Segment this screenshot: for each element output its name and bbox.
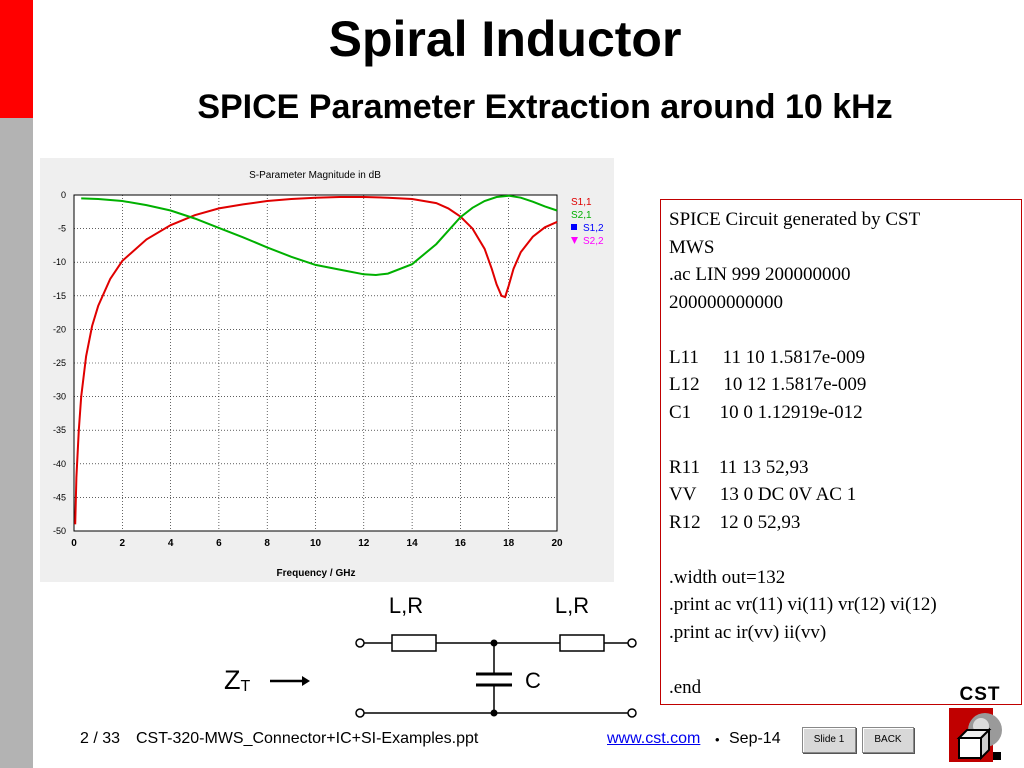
arrow-icon [270, 676, 310, 686]
legend-marker-triangle [571, 237, 578, 244]
spice-line [669, 536, 1013, 564]
back-button[interactable]: BACK [862, 727, 914, 753]
label-capacitor: C [525, 668, 541, 693]
legend-entry: S1,1 [571, 197, 592, 208]
side-bar-gray [0, 118, 33, 768]
spice-line: .end [669, 676, 702, 698]
spice-line: .print ac ir(vv) ii(vv) [669, 621, 827, 643]
y-tick-label: -50 [53, 526, 66, 536]
label-lr-right: L,R [555, 593, 589, 618]
port-terminal-top-left [355, 638, 365, 648]
footer-bullet: • [715, 732, 720, 747]
chart-title: S-Parameter Magnitude in dB [249, 170, 381, 181]
x-tick-label: 4 [168, 538, 174, 549]
spice-line: L11 11 10 1.5817e-009 [669, 346, 865, 368]
lr-element-left [391, 634, 437, 652]
spice-line: MWS [669, 236, 715, 258]
y-tick-label: 0 [61, 190, 66, 200]
page-number: 2 / 33 [80, 730, 121, 747]
slide-subtitle: SPICE Parameter Extraction around 10 kHz [197, 88, 893, 126]
circuit-schematic: L,R L,R C ZT [224, 593, 637, 718]
x-tick-label: 10 [310, 538, 322, 549]
x-tick-label: 18 [503, 538, 515, 549]
legend-entry: S2,1 [571, 210, 592, 221]
cst-logo: CST [949, 684, 1002, 762]
spice-line: L12 10 12 1.5817e-009 [669, 374, 867, 395]
s-parameter-chart: S-Parameter Magnitude in dB Frequency / … [53, 170, 604, 579]
side-bar-red [0, 0, 33, 118]
y-tick-label: -35 [53, 425, 66, 435]
chart-panel: S-Parameter Magnitude in dB Frequency / … [40, 158, 614, 582]
spice-line: 200000000000 [669, 291, 783, 313]
port-terminal-bottom-right [627, 708, 637, 718]
label-impedance-sub: T [241, 678, 251, 695]
series-line-s2-1 [81, 194, 558, 277]
spice-line: .print ac vr(11) vi(11) vr(12) vi(12) [669, 594, 937, 615]
y-tick-label: -20 [53, 324, 66, 334]
port-terminal-top-right [627, 638, 637, 648]
x-tick-label: 16 [455, 538, 467, 549]
spice-netlist-box: SPICE Circuit generated by CST MWS .ac LIN… [660, 199, 1022, 705]
spice-line [669, 646, 1013, 674]
legend-entry: S2,2 [583, 236, 604, 247]
y-tick-label: -40 [53, 459, 66, 469]
y-tick-label: -5 [58, 224, 66, 234]
spice-line: SPICE Circuit generated by CST [669, 209, 921, 230]
capacitor-symbol [476, 672, 512, 687]
x-tick-label: 14 [407, 538, 419, 549]
x-tick-label: 6 [216, 538, 222, 549]
legend-marker-square [571, 224, 577, 230]
chart-x-axis-label: Frequency / GHz [277, 568, 356, 579]
label-lr-left: L,R [389, 593, 423, 618]
x-tick-label: 20 [551, 538, 563, 549]
label-impedance: ZT [224, 665, 251, 695]
slide-title: Spiral Inductor [328, 11, 682, 67]
y-tick-label: -30 [53, 392, 66, 402]
slide-1-button[interactable]: Slide 1 [802, 727, 856, 753]
x-tick-label: 12 [358, 538, 370, 549]
port-terminal-bottom-left [355, 708, 365, 718]
spice-line: C1 10 0 1.12919e-012 [669, 401, 863, 423]
footer-date: Sep-14 [729, 730, 781, 747]
x-tick-label: 0 [71, 538, 77, 549]
y-tick-label: -45 [53, 492, 66, 502]
spice-line [669, 316, 1013, 344]
x-tick-label: 8 [264, 538, 270, 549]
file-name: CST-320-MWS_Connector+IC+SI-Examples.ppt [136, 730, 479, 747]
y-tick-label: -10 [53, 257, 66, 267]
junction-dot-bottom [490, 709, 498, 717]
spice-line: R11 11 13 52,93 [669, 456, 809, 478]
cst-logo-text: CST [960, 684, 1001, 705]
spice-line: R12 12 0 52,93 [669, 511, 801, 533]
junction-dot-top [490, 639, 498, 647]
spice-line: VV 13 0 DC 0V AC 1 [669, 484, 857, 505]
y-tick-label: -15 [53, 291, 66, 301]
series-line-s1-1 [74, 196, 558, 525]
spice-line [669, 426, 1013, 454]
legend-entry: S1,2 [583, 223, 604, 234]
spice-line: .width out=132 [669, 566, 786, 588]
spice-line: .ac LIN 999 200000000 [669, 264, 851, 285]
lr-element-right [559, 634, 605, 652]
cst-website-link[interactable]: www.cst.com [607, 730, 701, 747]
y-tick-label: -25 [53, 358, 66, 368]
x-tick-label: 2 [120, 538, 126, 549]
